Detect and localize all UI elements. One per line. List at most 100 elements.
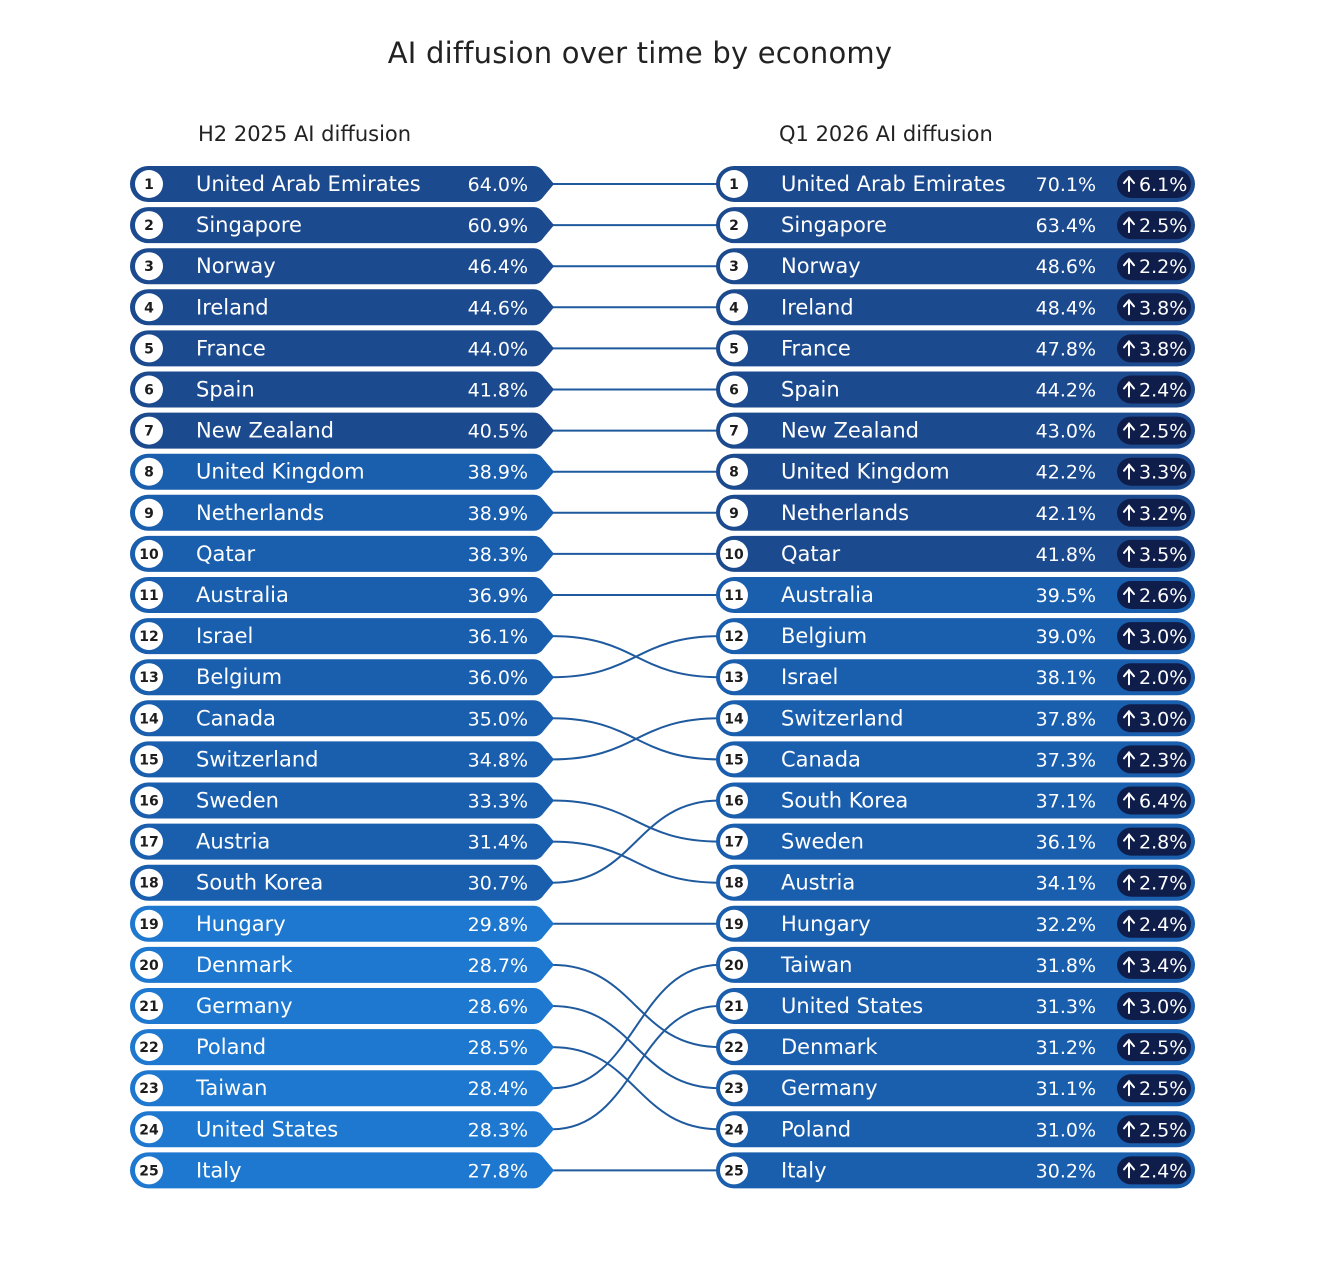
- rank-number: 23: [724, 1081, 743, 1097]
- left-row: 20 Denmark 28.7%: [130, 946, 554, 983]
- right-row: 21 United States 31.3% 3.0%: [716, 988, 1195, 1024]
- left-row: 25 Italy 27.8%: [130, 1152, 554, 1189]
- rank-number: 10: [139, 547, 159, 563]
- row-bar: [130, 988, 554, 1024]
- left-row: 16 Sweden 33.3%: [130, 782, 554, 819]
- rank-number: 18: [724, 876, 743, 892]
- connector-line: [551, 1005, 721, 1131]
- rank-number: 3: [144, 259, 154, 275]
- rank-number: 6: [144, 383, 154, 399]
- rank-badge: [720, 1115, 748, 1144]
- economy-name: Denmark: [196, 953, 293, 977]
- diffusion-value: 37.3%: [1036, 749, 1096, 771]
- row-bar: [716, 289, 1195, 326]
- economy-name: Germany: [196, 994, 293, 1018]
- row-bar: [716, 412, 1195, 449]
- economy-name: Taiwan: [780, 953, 852, 977]
- diffusion-value: 43.0%: [1036, 421, 1096, 443]
- economy-name: Hungary: [781, 912, 871, 936]
- rank-badge: [720, 992, 748, 1020]
- row-bar: [130, 618, 554, 655]
- diffusion-value: 44.0%: [468, 338, 528, 360]
- up-arrow-icon: [1123, 1079, 1135, 1097]
- change-pill: [1117, 1074, 1191, 1103]
- left-row: 8 United Kingdom 38.9%: [130, 453, 554, 490]
- rank-number: 3: [729, 259, 739, 275]
- change-pill: [1117, 498, 1191, 527]
- economy-name: United Arab Emirates: [196, 172, 421, 196]
- change-value: 3.8%: [1139, 338, 1187, 360]
- rank-number: 10: [724, 547, 744, 563]
- economy-name: France: [196, 336, 266, 360]
- up-arrow-icon: [1123, 504, 1135, 521]
- rank-badge: [720, 786, 748, 815]
- rank-number: 9: [729, 506, 739, 522]
- rank-badge: [720, 827, 748, 856]
- rank-badge: [135, 992, 163, 1020]
- change-pill: [1117, 457, 1191, 486]
- rank-badge: [135, 170, 163, 198]
- change-pill: [1117, 663, 1191, 692]
- row-bar: [716, 618, 1195, 655]
- change-value: 2.5%: [1139, 215, 1187, 237]
- left-row: 15 Switzerland 34.8%: [130, 741, 554, 778]
- right-ranking-list: 1 United Arab Emirates 70.1% 6.1% 2 Singapore…: [716, 166, 1195, 1189]
- rank-number: 5: [729, 341, 739, 357]
- row-bar: [129, 248, 554, 285]
- change-pill: [1117, 1156, 1191, 1185]
- connector-line: [551, 963, 721, 1090]
- diffusion-value: 34.8%: [468, 749, 528, 771]
- row-bar: [130, 741, 554, 778]
- change-pill: [1117, 581, 1191, 609]
- rank-number: 5: [144, 341, 154, 357]
- rank-number: 22: [724, 1040, 743, 1056]
- rank-badge: [135, 375, 163, 404]
- change-value: 6.1%: [1139, 174, 1187, 196]
- diffusion-value: 35.0%: [468, 708, 528, 730]
- row-bar: [130, 289, 554, 326]
- rank-badge: [135, 909, 163, 938]
- rank-number: 4: [144, 300, 154, 316]
- row-bar: [716, 1152, 1195, 1189]
- change-value: 2.6%: [1139, 585, 1187, 607]
- change-pill: [1117, 539, 1191, 568]
- up-arrow-icon: [1123, 422, 1135, 439]
- rank-number: 8: [144, 465, 154, 481]
- rank-badge: [135, 663, 163, 692]
- up-arrow-icon: [1123, 216, 1135, 234]
- change-value: 3.5%: [1139, 544, 1187, 566]
- diffusion-value: 44.6%: [468, 297, 528, 319]
- row-bar: [130, 412, 554, 449]
- row-bar: [130, 864, 554, 901]
- change-value: 3.4%: [1139, 955, 1187, 977]
- row-bar: [716, 905, 1195, 942]
- economy-name: Austria: [196, 830, 270, 854]
- up-arrow-icon: [1123, 257, 1135, 275]
- rank-badge: [720, 704, 748, 733]
- left-row: 11 Australia 36.9%: [130, 577, 554, 613]
- up-arrow-icon: [1123, 1120, 1135, 1138]
- rank-number: 16: [139, 794, 158, 810]
- economy-name: Ireland: [196, 295, 269, 319]
- rank-badge: [720, 1074, 748, 1103]
- rank-badge: [720, 375, 748, 404]
- rank-number: 14: [139, 711, 159, 727]
- diffusion-value: 36.1%: [468, 626, 528, 648]
- right-row: 13 Israel 38.1% 2.0%: [716, 659, 1195, 696]
- rank-number: 23: [139, 1081, 158, 1097]
- diffusion-value: 48.6%: [1036, 256, 1096, 278]
- row-bar: [716, 453, 1195, 490]
- diffusion-value: 47.8%: [1036, 338, 1096, 360]
- row-bar: [716, 248, 1195, 285]
- left-row: 22 Poland 28.5%: [130, 1029, 554, 1066]
- economy-name: Norway: [196, 254, 276, 278]
- up-arrow-icon: [1123, 1161, 1135, 1179]
- change-pill: [1117, 909, 1191, 938]
- rank-number: 6: [729, 383, 739, 399]
- change-pill: [1117, 786, 1191, 815]
- up-arrow-icon: [1123, 997, 1135, 1014]
- diffusion-value: 42.2%: [1036, 462, 1096, 484]
- change-pill: [1117, 1033, 1191, 1062]
- row-bar: [716, 494, 1195, 531]
